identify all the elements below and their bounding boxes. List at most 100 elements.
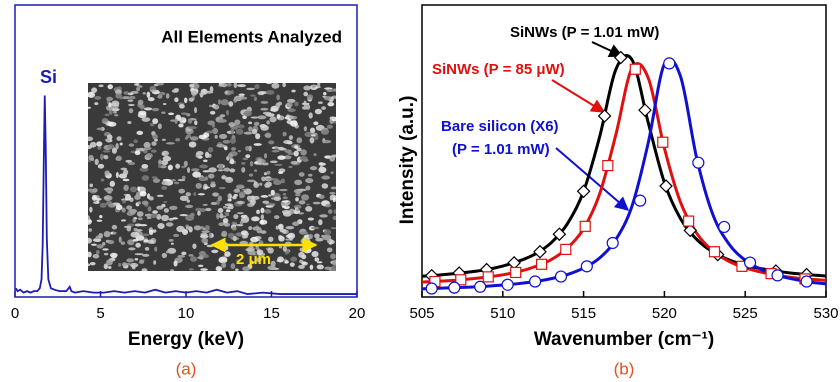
data-point <box>502 279 513 290</box>
sem-grain <box>115 143 118 149</box>
sem-grain <box>321 106 326 110</box>
sem-grain <box>220 114 226 117</box>
sem-grain <box>308 217 314 220</box>
sem-grain <box>211 202 217 205</box>
sem-grain <box>331 155 338 158</box>
sem-grain <box>308 234 313 239</box>
sem-grain <box>169 239 174 242</box>
sem-grain <box>231 147 236 151</box>
sem-grain <box>105 138 110 141</box>
sem-grain <box>108 266 111 269</box>
sem-grain <box>244 132 253 135</box>
sem-grain <box>266 82 272 84</box>
sem-grain <box>126 258 134 262</box>
sem-grain <box>242 158 248 160</box>
sem-grain <box>166 222 174 226</box>
sem-grain <box>174 182 179 185</box>
sem-grain <box>319 195 325 199</box>
sem-grain <box>283 246 287 252</box>
sem-grain <box>153 260 156 264</box>
sem-grain <box>322 183 329 188</box>
sem-grain <box>134 139 138 143</box>
sem-grain <box>212 192 219 196</box>
sem-grain <box>152 118 158 124</box>
sem-grain <box>234 119 240 125</box>
data-point <box>684 216 694 226</box>
sem-grain <box>111 253 117 259</box>
sem-grain <box>261 214 264 219</box>
sem-grain <box>320 166 323 169</box>
sem-grain <box>257 115 266 119</box>
sem-grain <box>179 214 187 216</box>
sem-grain <box>265 185 270 187</box>
sem-grain <box>126 226 131 232</box>
sem-grain <box>323 92 326 95</box>
data-point <box>639 104 651 116</box>
sem-grain <box>310 166 317 170</box>
sem-grain <box>134 83 138 85</box>
x-tick-label: 530 <box>813 305 838 322</box>
sem-grain <box>318 219 322 225</box>
sem-grain <box>90 142 97 148</box>
sem-grain <box>125 194 131 200</box>
sem-grain <box>199 165 208 169</box>
sem-grain <box>238 201 243 203</box>
sem-grain <box>144 147 152 150</box>
sem-grain <box>252 129 257 135</box>
sem-grain <box>161 112 165 114</box>
sem-grain <box>209 105 212 107</box>
sem-grain <box>113 111 117 114</box>
sem-grain <box>298 252 305 258</box>
sem-grain <box>106 259 113 265</box>
sem-grain <box>291 161 299 164</box>
sem-grain <box>149 230 153 235</box>
sem-grain <box>271 190 275 196</box>
data-point <box>658 137 668 147</box>
sem-grain <box>245 146 250 151</box>
sem-grain <box>268 194 272 196</box>
sem-grain <box>132 239 138 242</box>
x-tick-label: 10 <box>178 305 195 322</box>
sem-grain <box>250 161 253 166</box>
sem-grain <box>91 158 94 161</box>
data-point <box>607 237 618 248</box>
sem-grain <box>262 162 269 165</box>
sem-grain <box>147 217 152 219</box>
sem-grain <box>221 99 229 105</box>
sem-grain <box>248 126 252 131</box>
sem-grain <box>137 201 141 204</box>
sem-grain <box>254 84 259 89</box>
sem-grain <box>206 131 214 134</box>
sem-grain <box>288 166 292 168</box>
sem-grain <box>227 193 230 199</box>
sem-grain <box>278 235 282 239</box>
sem-grain <box>142 254 149 257</box>
sem-grain <box>233 82 237 88</box>
sem-grain <box>89 183 93 187</box>
sem-grain <box>238 186 244 188</box>
sem-grain <box>100 203 107 208</box>
panel-title: All Elements Analyzed <box>161 27 342 46</box>
sem-grain <box>102 248 109 250</box>
data-point <box>511 267 521 277</box>
data-point <box>719 221 730 232</box>
sem-grain <box>163 103 167 105</box>
sem-grain <box>170 269 174 271</box>
sem-grain <box>282 132 286 137</box>
sem-grain <box>149 196 154 200</box>
sem-grain <box>248 226 252 230</box>
sem-grain <box>138 217 143 220</box>
sem-grain <box>150 213 157 218</box>
sem-grain <box>89 207 92 213</box>
sem-grain <box>211 250 218 254</box>
sem-grain <box>269 116 276 122</box>
sem-grain <box>139 85 143 88</box>
sem-grain <box>294 102 298 107</box>
data-point <box>772 270 783 281</box>
sem-grain <box>305 178 313 183</box>
sem-grain <box>173 261 177 267</box>
sem-grain <box>163 201 167 203</box>
sem-grain <box>319 214 328 217</box>
sem-grain <box>279 189 288 191</box>
sem-grain <box>138 111 146 116</box>
